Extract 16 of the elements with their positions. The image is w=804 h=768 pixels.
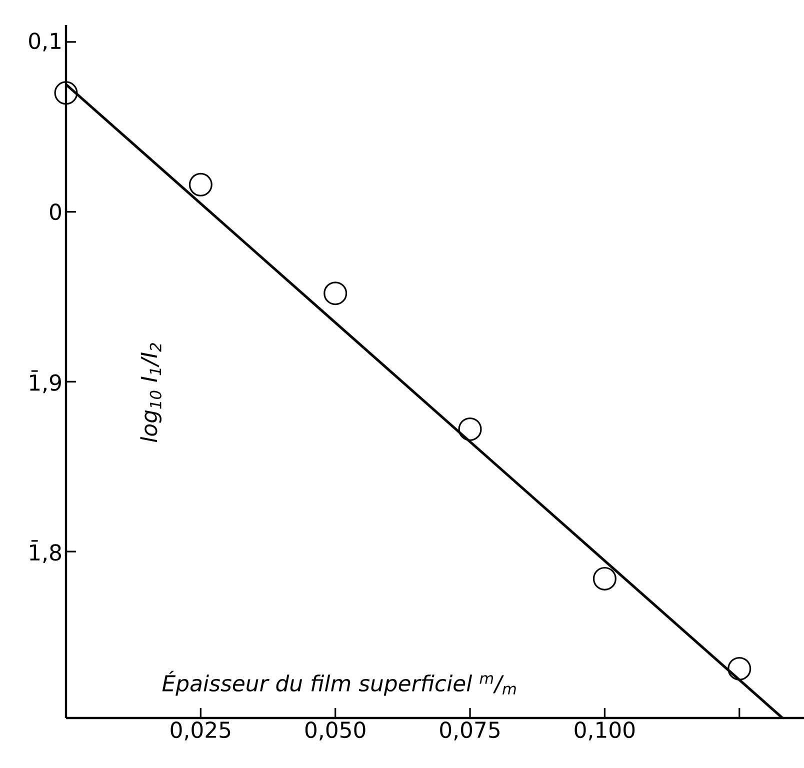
x-tick-label: 0,100 (574, 722, 635, 740)
point (728, 656, 752, 681)
x-tick-label: 0,050 (305, 722, 366, 740)
x-tick-label: 0,025 (170, 722, 230, 740)
y-tick-label: 1̄,8 (30, 540, 61, 563)
x-axis-title: Épaisseur du film superficiel $^{m}$/$_{m}$ (162, 670, 516, 696)
point (188, 172, 212, 196)
point (324, 282, 348, 306)
x-tick-label: 0,075 (440, 722, 500, 740)
y-tick-label: 1̄,9 (30, 370, 61, 394)
y-axis-title: log$_{10}$ I$_{1}$/I$_{2}$ (140, 343, 162, 442)
y-tick-label: 0,1 (29, 32, 60, 52)
point (54, 81, 78, 105)
point (592, 566, 616, 590)
point (458, 417, 482, 442)
y-tick-label: 0 (50, 204, 62, 220)
